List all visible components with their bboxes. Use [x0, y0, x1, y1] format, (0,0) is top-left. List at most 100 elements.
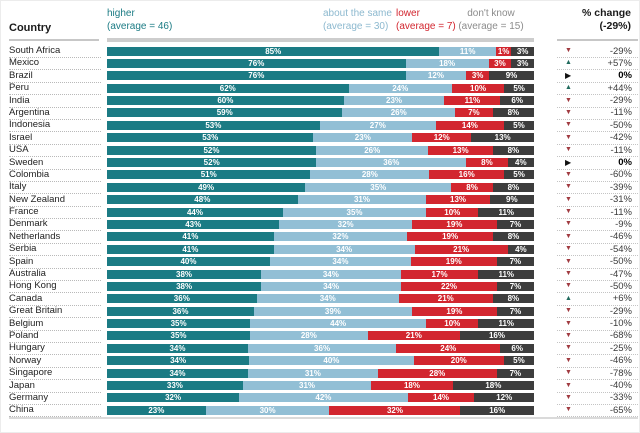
bar-segment-value: 5% [513, 83, 525, 93]
change-arrow-down-icon: ▼ [565, 146, 572, 154]
bar-segment-dont-know: 3% [511, 58, 534, 68]
pct-change-cell: ▼ -78% [557, 367, 638, 381]
bar-segment-value: 12% [427, 71, 444, 81]
bar-segment-value: 48% [194, 195, 211, 205]
bar-segment-value: 26% [390, 108, 407, 118]
pct-change-value: -78% [609, 367, 632, 379]
bar-segment-dont-know: 13% [471, 133, 535, 143]
stacked-bar: 52% 36% 8% 4% [107, 158, 534, 168]
bar-segment-value: 4% [515, 244, 527, 254]
bar-segment-value: 62% [219, 83, 236, 93]
bar-segment-value: 60% [217, 96, 234, 106]
bar-segment-dont-know: 11% [478, 269, 534, 279]
pct-change-cell: ▼ -29% [557, 305, 638, 319]
table-row: China 23% 30% 32% 16% ▼ -65% [1, 404, 639, 418]
table-row: Argentina 59% 26% 7% 8% ▼ -11% [1, 107, 639, 120]
pct-change-cell: ▼ -68% [557, 330, 638, 343]
bar-segment-value: 14% [461, 120, 478, 130]
bar-segment-value: 76% [248, 58, 265, 68]
stacked-bar: 35% 44% 10% 11% [107, 319, 535, 329]
table-row: Hong Kong 38% 34% 22% 7% ▼ -50% [1, 280, 639, 294]
country-column-header: Country [9, 22, 52, 34]
table-row: Netherlands 41% 32% 19% 8% ▼ -46% [1, 231, 639, 244]
bar-segment-same: 28% [250, 331, 368, 341]
pct-change-cell: ▲ +6% [557, 293, 638, 306]
bar-segment-value: 53% [205, 120, 222, 130]
stacked-bar: 62% 24% 10% 5% [107, 83, 534, 93]
bar-segment-dont-know: 5% [504, 170, 535, 180]
bar-segment-value: 19% [442, 232, 459, 242]
bar-segment-value: 34% [332, 257, 349, 267]
bar-segment-dont-know: 12% [474, 393, 534, 403]
table-row: Colombia 51% 28% 16% 5% ▼ -60% [1, 169, 639, 182]
bar-segment-value: 11% [498, 207, 515, 217]
bar-segment-dont-know: 9% [489, 195, 534, 205]
pct-change-value: +44% [607, 82, 632, 94]
bar-segment-value: 35% [170, 319, 187, 329]
bar-segment-value: 35% [346, 207, 363, 217]
pct-change-value: -39% [609, 181, 632, 193]
bar-segment-value: 44% [186, 207, 203, 217]
country-label: India [9, 95, 101, 108]
bar-segment-same: 34% [261, 281, 401, 291]
bar-segment-value: 20% [450, 356, 467, 366]
bar-segment-lower: 14% [435, 120, 504, 130]
bar-segment-value: 7% [509, 219, 522, 229]
bar-segment-higher: 41% [107, 244, 274, 254]
bar-segment-value: 35% [170, 331, 187, 341]
bar-segment-value: 13% [494, 133, 511, 143]
bar-segment-lower: 24% [396, 343, 501, 353]
bar-segment-value: 31% [304, 368, 321, 378]
bar-segment-dont-know: 6% [500, 343, 534, 353]
country-label: South Africa [9, 45, 101, 58]
pct-change-value: -46% [609, 231, 632, 243]
bar-segment-value: 24% [440, 343, 457, 353]
bar-segment-value: 7% [468, 108, 480, 118]
bar-segment-lower: 21% [398, 294, 493, 304]
pct-change-cell: ▼ -33% [557, 392, 638, 405]
pct-change-value: -9% [615, 218, 632, 230]
bar-segment-higher: 52% [107, 158, 317, 168]
bar-segment-value: 42% [315, 393, 332, 403]
pct-change-value: +6% [612, 293, 632, 305]
pct-change-cell: ▼ -60% [557, 169, 638, 182]
table-row: Norway 34% 40% 20% 5% ▼ -46% [1, 355, 639, 368]
stacked-bar: 36% 34% 21% 8% [107, 294, 534, 304]
bar-segment-value: 6% [511, 343, 523, 353]
bar-segment-dont-know: 11% [478, 207, 535, 217]
bar-segment-value: 32% [386, 405, 403, 415]
country-label: Indonesia [9, 119, 101, 133]
bar-segment-same: 35% [305, 182, 452, 192]
bar-segment-value: 9% [506, 195, 518, 205]
table-row: USA 52% 26% 13% 8% ▼ -11% [1, 144, 639, 158]
bar-segment-value: 52% [203, 158, 220, 168]
bar-segment-same: 23% [313, 133, 413, 143]
pct-change-value: -11% [610, 206, 632, 218]
bar-segment-higher: 34% [107, 368, 248, 378]
bar-segment-lower: 19% [411, 306, 497, 316]
bar-segment-lower: 16% [429, 170, 505, 180]
pct-change-value: -25% [609, 342, 632, 354]
table-row: New Zealand 48% 31% 13% 9% ▼ -31% [1, 194, 639, 207]
bar-segment-same: 36% [247, 343, 397, 353]
bar-segment-same: 23% [343, 96, 445, 106]
change-arrow-down-icon: ▼ [565, 307, 572, 315]
bar-segment-value: 1% [497, 46, 510, 56]
bar-segment-same: 31% [247, 368, 378, 378]
country-label: Belgium [9, 318, 101, 331]
bar-segment-same: 26% [315, 145, 429, 155]
bar-segment-dont-know: 8% [492, 108, 534, 118]
bar-segment-dont-know: 7% [496, 219, 534, 229]
bar-segment-value: 3% [494, 58, 506, 68]
bar-segment-value: 49% [198, 182, 215, 192]
bar-segment-higher: 52% [107, 145, 316, 155]
bar-segment-lower: 20% [413, 356, 504, 366]
bar-segment-dont-know: 9% [488, 71, 534, 81]
bar-segment-value: 34% [170, 356, 187, 366]
pct-change-cell: ▼ -11% [557, 107, 638, 120]
bar-segment-dont-know: 16% [460, 405, 534, 415]
country-label: USA [9, 144, 101, 158]
bar-segment-value: 32% [165, 393, 182, 403]
bar-segment-higher: 60% [107, 96, 344, 106]
bar-segment-value: 5% [513, 120, 525, 130]
